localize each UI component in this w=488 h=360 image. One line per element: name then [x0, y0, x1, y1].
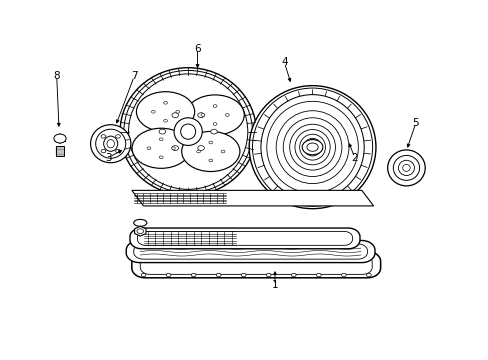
Ellipse shape [392, 156, 419, 180]
Circle shape [316, 273, 321, 277]
Circle shape [291, 253, 296, 256]
Circle shape [221, 150, 224, 153]
Ellipse shape [294, 130, 329, 165]
Circle shape [166, 253, 171, 256]
Circle shape [216, 253, 221, 256]
Circle shape [266, 253, 270, 256]
Ellipse shape [180, 124, 195, 139]
Ellipse shape [174, 118, 202, 145]
Circle shape [306, 143, 318, 151]
Ellipse shape [289, 124, 335, 170]
Circle shape [163, 102, 167, 104]
Circle shape [341, 273, 346, 277]
Circle shape [302, 140, 322, 155]
Circle shape [196, 150, 200, 153]
Circle shape [151, 111, 155, 113]
Circle shape [116, 135, 120, 138]
Polygon shape [126, 240, 374, 262]
Polygon shape [130, 228, 359, 249]
Text: 3: 3 [105, 153, 111, 162]
Circle shape [197, 113, 204, 118]
Ellipse shape [128, 74, 247, 189]
Ellipse shape [96, 129, 125, 158]
Ellipse shape [103, 136, 118, 151]
Circle shape [141, 273, 145, 277]
Circle shape [147, 147, 151, 150]
Ellipse shape [132, 128, 190, 168]
Polygon shape [137, 231, 352, 245]
Circle shape [201, 113, 204, 116]
Ellipse shape [252, 88, 372, 206]
Polygon shape [132, 190, 373, 206]
Ellipse shape [90, 125, 131, 163]
Ellipse shape [123, 71, 252, 193]
Ellipse shape [387, 150, 425, 186]
Circle shape [176, 111, 179, 113]
Circle shape [208, 159, 212, 162]
Text: 7: 7 [131, 71, 137, 81]
Circle shape [159, 156, 163, 159]
Circle shape [191, 273, 196, 277]
Ellipse shape [133, 219, 146, 226]
Bar [56, 146, 63, 157]
Ellipse shape [276, 111, 348, 184]
Text: 1: 1 [271, 280, 278, 291]
Ellipse shape [120, 68, 256, 195]
Circle shape [137, 229, 143, 234]
Circle shape [291, 273, 296, 277]
Text: 8: 8 [53, 71, 60, 81]
Circle shape [197, 146, 204, 150]
Text: 6: 6 [194, 44, 201, 54]
Ellipse shape [398, 160, 414, 176]
Circle shape [241, 273, 245, 277]
Circle shape [225, 113, 229, 116]
Polygon shape [133, 244, 367, 259]
Circle shape [171, 147, 175, 150]
Ellipse shape [266, 102, 358, 193]
Circle shape [341, 253, 346, 256]
Circle shape [210, 129, 217, 134]
Ellipse shape [249, 86, 375, 209]
Polygon shape [134, 226, 146, 236]
Ellipse shape [402, 165, 409, 171]
Text: 2: 2 [351, 153, 357, 162]
Circle shape [191, 253, 196, 256]
Circle shape [213, 105, 217, 107]
Ellipse shape [136, 92, 194, 132]
Text: 5: 5 [412, 118, 418, 128]
Circle shape [172, 113, 178, 118]
Polygon shape [132, 252, 380, 278]
Circle shape [163, 120, 167, 122]
Circle shape [316, 253, 321, 256]
Circle shape [159, 138, 163, 141]
Circle shape [366, 253, 370, 256]
Circle shape [141, 253, 145, 256]
Ellipse shape [182, 131, 240, 171]
Circle shape [172, 146, 178, 150]
Ellipse shape [261, 95, 364, 200]
Ellipse shape [283, 118, 341, 176]
Circle shape [166, 273, 171, 277]
Ellipse shape [185, 95, 244, 135]
Ellipse shape [107, 140, 114, 148]
Circle shape [159, 129, 165, 134]
Circle shape [241, 253, 245, 256]
Circle shape [116, 149, 120, 153]
Text: 4: 4 [281, 58, 287, 67]
Circle shape [216, 273, 221, 277]
Circle shape [366, 273, 370, 277]
Circle shape [54, 134, 66, 143]
Circle shape [208, 141, 212, 144]
Ellipse shape [303, 138, 321, 156]
Circle shape [101, 149, 105, 153]
Ellipse shape [299, 134, 325, 160]
Circle shape [213, 122, 217, 125]
Polygon shape [140, 255, 371, 274]
Circle shape [101, 135, 105, 138]
Circle shape [266, 273, 270, 277]
